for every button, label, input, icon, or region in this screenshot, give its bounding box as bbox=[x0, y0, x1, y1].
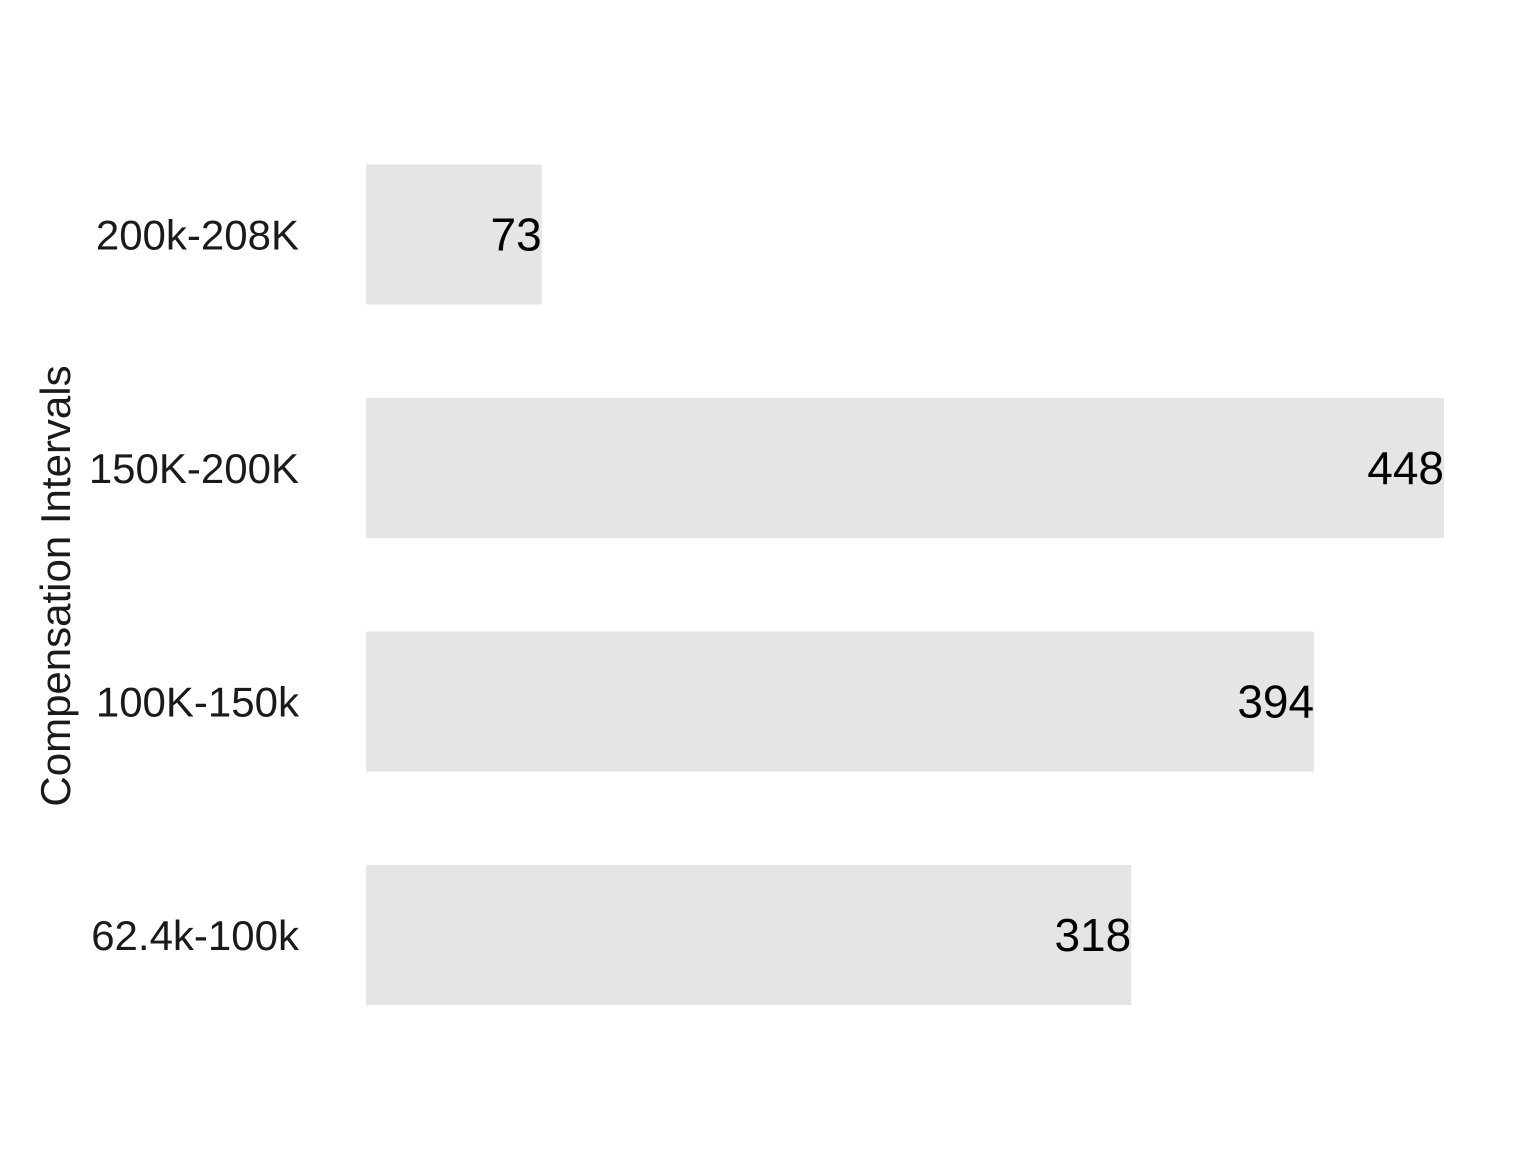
bar-200k-208K bbox=[366, 164, 542, 305]
y-tick-label-100K-150k: 100K-150k bbox=[96, 679, 300, 726]
data-labels-layer: 318 394 448 73 bbox=[490, 209, 1444, 962]
y-tick-label-62.4k-100k: 62.4k-100k bbox=[91, 912, 300, 959]
bar-62.4k-100k bbox=[366, 865, 1132, 1005]
data-label-100K-150k: 394 bbox=[1237, 676, 1314, 728]
y-tick-label-150K-200K: 150K-200K bbox=[89, 445, 299, 492]
data-label-62.4k-100k: 318 bbox=[1054, 909, 1131, 961]
bars-layer bbox=[366, 164, 1444, 1005]
y-tick-label-200k-208K: 200k-208K bbox=[96, 212, 299, 259]
y-axis-title: Compensation Intervals bbox=[32, 365, 79, 806]
bar-150K-200K bbox=[366, 398, 1444, 538]
y-tick-labels: 62.4k-100k 100K-150k 150K-200K 200k-208K bbox=[89, 212, 300, 960]
data-label-150K-200K: 448 bbox=[1367, 442, 1444, 494]
data-label-200k-208K: 73 bbox=[490, 209, 541, 261]
bar-100K-150k bbox=[366, 631, 1315, 772]
